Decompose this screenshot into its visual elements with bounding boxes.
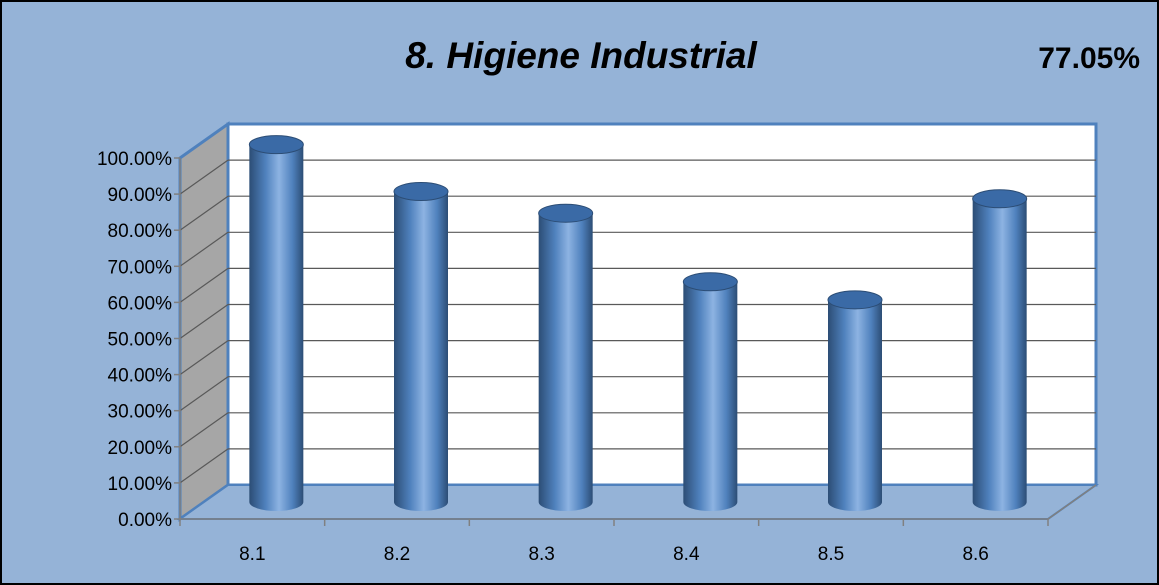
x-tick-label: 8.1: [239, 544, 265, 565]
bar-top: [827, 290, 883, 310]
y-tick-label: 0.00%: [118, 510, 172, 531]
bar-top: [393, 182, 449, 202]
bar-body: [683, 281, 738, 511]
y-tick-label: 70.00%: [108, 257, 173, 278]
gridline-side: [179, 304, 229, 339]
y-tick-labels: 0.00% 10.00% 20.00% 30.00% 40.00% 50.00% 60.00…: [97, 149, 172, 531]
bar-8.5: [827, 290, 883, 511]
gridline-side: [179, 448, 229, 484]
floor-edge: [1047, 484, 1097, 520]
x-tick-label: 8.5: [818, 544, 844, 565]
gridline-side: [179, 267, 229, 303]
gridline-side: [179, 159, 229, 195]
x-tick-label: 8.2: [384, 544, 410, 565]
y-tick-label: 20.00%: [108, 438, 173, 459]
gridline-side: [179, 376, 229, 412]
bar-8.3: [538, 203, 594, 511]
y-tick-label: 100.00%: [97, 149, 172, 170]
bar-body: [249, 144, 304, 512]
bar-body: [972, 198, 1027, 511]
gridline-side: [179, 412, 229, 448]
gridline-side: [179, 340, 229, 376]
bar-body: [538, 213, 593, 511]
y-tick-label: 10.00%: [108, 474, 173, 495]
x-tick-labels: 8.1 8.2 8.3 8.4 8.5 8.6: [239, 544, 989, 565]
bar-body: [828, 299, 882, 511]
bar-body: [394, 191, 448, 512]
bar-top: [682, 272, 738, 292]
gridline-side: [179, 231, 229, 267]
axes: [174, 157, 1097, 526]
y-tick-label: 40.00%: [108, 366, 173, 387]
x-tick-label: 8.4: [673, 544, 700, 565]
y-tick-label: 30.00%: [108, 402, 173, 423]
bar-8.2: [393, 182, 449, 512]
floor: [176, 484, 1100, 520]
chart-title: 8. Higiene Industrial: [405, 35, 757, 76]
y-tick-label: 50.00%: [108, 330, 173, 351]
bars: [248, 135, 1028, 512]
y-tick-label: 60.00%: [108, 293, 173, 314]
y-tick-label: 90.00%: [108, 185, 173, 206]
y-tick-label: 80.00%: [108, 221, 173, 242]
bar-8.6: [972, 189, 1028, 511]
bar-top: [248, 135, 304, 155]
overall-score: 77.05%: [1038, 42, 1140, 75]
x-tick-label: 8.3: [528, 544, 554, 565]
x-tick-label: 8.6: [962, 544, 988, 565]
bar-8.1: [248, 135, 304, 512]
bar-8.4: [682, 272, 738, 511]
gridlines: [179, 159, 1096, 484]
bar-top: [538, 203, 594, 223]
gridline-side: [179, 195, 229, 231]
bar-top: [972, 189, 1028, 209]
